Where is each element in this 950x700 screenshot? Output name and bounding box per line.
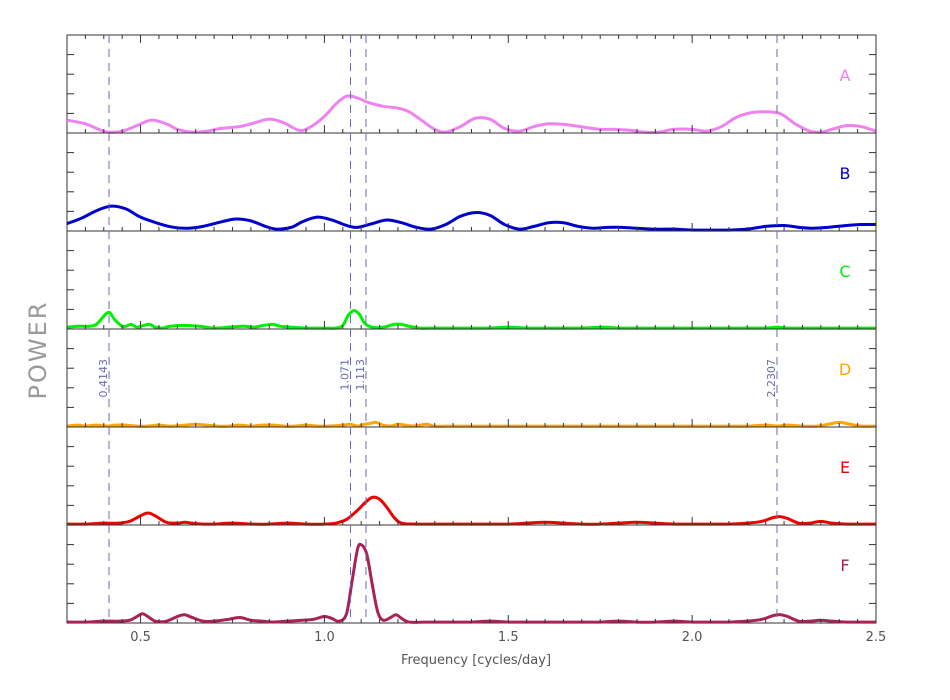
panel-e: E xyxy=(66,426,877,526)
panel-a: A xyxy=(66,34,877,134)
panel-label-f: F xyxy=(840,556,849,575)
y-axis-title: POWER xyxy=(24,301,52,400)
reference-line-label: 1.113 xyxy=(354,359,367,391)
panel-frame xyxy=(66,132,877,232)
x-axis: 0.5 1.0 1.5 2.0 2.5 xyxy=(66,35,887,645)
panel-frame xyxy=(66,230,877,330)
x-tick-label: 1.0 xyxy=(314,630,335,645)
series-line-e xyxy=(66,495,877,526)
x-tick-label: 2.0 xyxy=(682,630,703,645)
x-tick-label: 2.5 xyxy=(866,630,887,645)
x-tick-label: 1.5 xyxy=(498,630,519,645)
panel-label-b: B xyxy=(840,164,851,183)
series-line-c xyxy=(66,309,876,330)
x-axis-title: Frequency [cycles/day] xyxy=(401,653,551,668)
reference-lines-group: 0.4143 1.071 1.113 2.2307 xyxy=(97,35,778,623)
panel-c: C xyxy=(66,230,877,330)
panel-b: B xyxy=(66,132,877,232)
x-tick-label: 0.5 xyxy=(130,630,151,645)
panel-frame xyxy=(66,328,877,428)
panel-frame xyxy=(66,524,877,624)
panel-label-a: A xyxy=(840,66,851,85)
reference-line-label: 0.4143 xyxy=(97,359,110,398)
series-line-d xyxy=(66,420,877,428)
panel-label-e: E xyxy=(840,458,850,477)
series-line-b xyxy=(66,204,877,232)
panel-f: F xyxy=(66,524,877,624)
panel-label-c: C xyxy=(839,262,850,281)
panel-d: D xyxy=(66,328,877,428)
panel-frame xyxy=(66,426,877,526)
reference-line-label: 2.2307 xyxy=(765,359,778,398)
panel-label-d: D xyxy=(839,360,851,379)
reference-line-label: 1.071 xyxy=(339,359,352,391)
series-line-f xyxy=(66,542,876,624)
series-line-a xyxy=(66,94,877,134)
